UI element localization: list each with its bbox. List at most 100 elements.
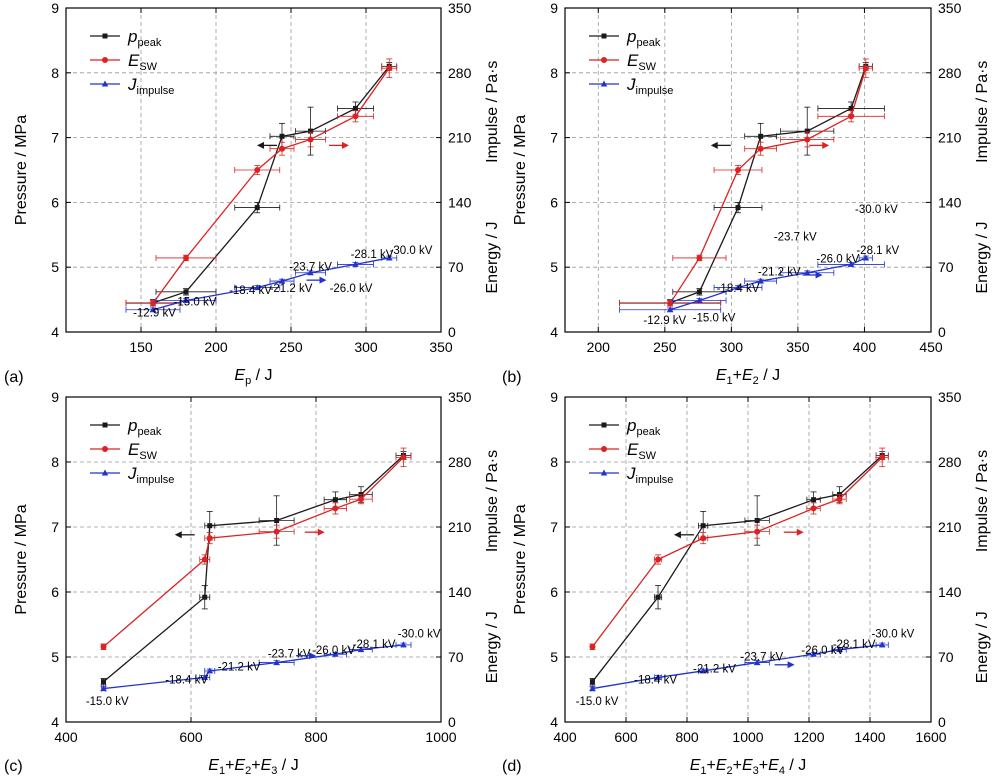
panel-label: (b) bbox=[502, 369, 522, 386]
legend-marker-imp bbox=[101, 469, 109, 476]
series-esw bbox=[125, 58, 398, 307]
voltage-annotation: -21.2 kV bbox=[270, 283, 313, 295]
voltage-annotation: -18.4 kV bbox=[717, 283, 760, 295]
data-point-esw bbox=[307, 136, 314, 143]
voltage-annotation: -12.9 kV bbox=[133, 307, 176, 319]
data-point-imp bbox=[757, 277, 764, 284]
voltage-annotation: -23.7 kV bbox=[774, 232, 817, 244]
data-point-peak bbox=[279, 133, 285, 139]
axis-arrowhead-imp bbox=[309, 652, 316, 660]
data-point-peak bbox=[308, 128, 313, 134]
data-point-esw bbox=[150, 300, 156, 307]
voltage-annotation: -26.0 kV bbox=[801, 645, 844, 657]
voltage-annotation: -28.1 kV bbox=[351, 249, 394, 261]
y-tick-label-left: 8 bbox=[51, 454, 59, 470]
data-point-esw bbox=[206, 535, 213, 542]
plot-frame bbox=[65, 7, 442, 333]
legend-label-peak: ppeak bbox=[127, 27, 162, 49]
data-point-esw bbox=[655, 556, 662, 563]
x-axis-title: E1+E2 / J bbox=[716, 367, 780, 387]
y-tick-label-right: 0 bbox=[448, 714, 456, 730]
x-tick-label: 300 bbox=[354, 339, 378, 355]
data-point-imp bbox=[100, 685, 107, 692]
x-tick-label: 800 bbox=[675, 729, 699, 745]
data-point-esw bbox=[400, 454, 407, 461]
y-tick-label-left: 8 bbox=[550, 65, 558, 81]
voltage-annotation: -23.7 kV bbox=[289, 261, 332, 273]
voltage-annotation: -30.0 kV bbox=[390, 245, 433, 257]
data-point-esw bbox=[667, 300, 674, 307]
series-line-esw bbox=[152, 67, 390, 304]
data-point-imp bbox=[386, 254, 393, 261]
x-tick-label: 300 bbox=[720, 339, 744, 355]
y-tick-label-left: 6 bbox=[550, 194, 558, 210]
y-tick-label-right: 210 bbox=[938, 519, 962, 535]
y-tick-label-right: 350 bbox=[938, 389, 962, 405]
y-tick-label-left: 5 bbox=[51, 649, 59, 665]
legend-marker-peak bbox=[102, 33, 108, 39]
x-tick-label: 400 bbox=[853, 339, 877, 355]
data-point-imp bbox=[357, 646, 365, 653]
y-tick-label-right: 140 bbox=[448, 194, 472, 210]
data-point-peak bbox=[202, 594, 208, 600]
data-point-imp bbox=[734, 284, 742, 291]
y-tick-label-left: 4 bbox=[51, 324, 59, 340]
series-peak bbox=[125, 62, 398, 307]
voltage-annotation: -21.2 kV bbox=[218, 662, 261, 674]
series-peak bbox=[619, 62, 885, 307]
x-tick-label: 400 bbox=[54, 729, 78, 745]
voltage-annotation: -21.2 kV bbox=[693, 664, 736, 676]
y-tick-label-right: 140 bbox=[938, 584, 962, 600]
y-tick-label-left: 7 bbox=[51, 130, 59, 146]
data-point-imp bbox=[352, 260, 359, 267]
x-tick-label: 250 bbox=[279, 339, 303, 355]
voltage-annotation: -28.1 kV bbox=[833, 639, 876, 651]
y-tick-label-right: 350 bbox=[938, 0, 962, 16]
legend-marker-esw bbox=[102, 57, 108, 63]
data-point-imp bbox=[254, 284, 261, 291]
x-tick-label: 350 bbox=[786, 339, 810, 355]
y-tick-label-left: 7 bbox=[51, 519, 59, 535]
y-axis-title-right-energy: Energy / J bbox=[974, 611, 991, 683]
axis-arrowhead-peak bbox=[257, 141, 264, 149]
x-tick-label: 150 bbox=[129, 339, 153, 355]
y-tick-label-right: 70 bbox=[938, 649, 954, 665]
data-point-esw bbox=[700, 535, 707, 542]
voltage-annotation: -18.4 kV bbox=[634, 675, 677, 687]
voltage-annotation: -15.0 kV bbox=[576, 696, 619, 708]
y-tick-label-right: 350 bbox=[448, 389, 472, 405]
x-tick-label: 250 bbox=[653, 339, 677, 355]
data-point-peak bbox=[700, 523, 706, 529]
chart-panel-2: 200 250 300 350 400 450 4 5 6 7 8 9 0 70 140 210 280 350 P… bbox=[502, 0, 991, 387]
data-point-peak bbox=[655, 594, 661, 600]
y-tick-label-left: 6 bbox=[51, 194, 59, 210]
series-esw bbox=[589, 447, 889, 650]
data-point-imp bbox=[654, 673, 662, 680]
axis-arrowhead-imp bbox=[815, 271, 823, 279]
y-tick-label-right: 280 bbox=[938, 454, 962, 470]
x-tick-label: 200 bbox=[587, 339, 611, 355]
y-tick-label-right: 280 bbox=[448, 65, 472, 81]
data-point-esw bbox=[254, 167, 261, 173]
legend-label-peak: ppeak bbox=[127, 416, 162, 438]
y-axis-title-right-impulse: Impulse / Pa·s bbox=[974, 450, 991, 552]
y-tick-label-left: 8 bbox=[51, 65, 59, 81]
y-tick-label-right: 280 bbox=[938, 65, 962, 81]
data-point-imp bbox=[307, 269, 314, 276]
legend-label-imp: Jimpulse bbox=[626, 75, 673, 97]
panel-label: (c) bbox=[4, 758, 23, 775]
data-point-peak bbox=[811, 497, 817, 503]
y-axis-title-right-impulse: Impulse / Pa·s bbox=[484, 450, 501, 552]
chart-panel-4: 400 600 800 1000 1200 1400 1600 4 5 6 7 8 9 0 70 140 210… bbox=[502, 389, 991, 777]
axis-arrowhead-peak bbox=[174, 531, 182, 539]
series-esw bbox=[100, 447, 412, 650]
data-point-imp bbox=[182, 297, 190, 304]
legend-marker-peak bbox=[102, 422, 108, 428]
data-point-esw bbox=[848, 113, 855, 120]
data-point-peak bbox=[804, 128, 810, 134]
panel-label: (d) bbox=[502, 758, 522, 775]
x-tick-label: 1200 bbox=[793, 729, 824, 745]
legend-marker-peak bbox=[601, 33, 607, 39]
y-tick-label-left: 8 bbox=[550, 454, 558, 470]
y-tick-label-right: 210 bbox=[448, 130, 472, 146]
